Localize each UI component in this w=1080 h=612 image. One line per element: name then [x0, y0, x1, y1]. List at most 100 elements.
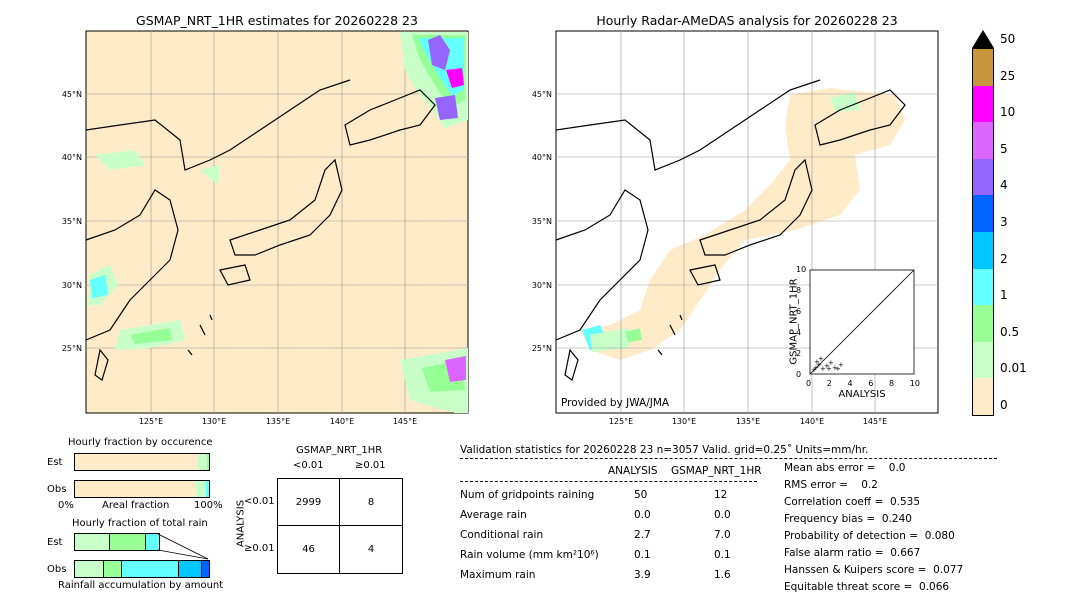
- occurrence-axis-right: 100%: [194, 500, 223, 511]
- svg-text:35°N: 35°N: [532, 217, 552, 226]
- contingency-col-1: <0.01: [293, 460, 324, 471]
- colorbar-block: [973, 341, 993, 379]
- validation-score: RMS error = 0.2: [784, 479, 878, 491]
- radar-coverage: [580, 88, 905, 360]
- validation-col-dashline: [460, 481, 757, 482]
- svg-text:45°N: 45°N: [532, 90, 552, 99]
- colorbar-block: [973, 268, 993, 306]
- contingency-grid: 2999 8 46 4: [277, 478, 403, 574]
- validation-row-gsmap: 12: [714, 489, 728, 501]
- colorbar-label: 10: [1000, 105, 1016, 120]
- right-lat-labels: 45°N 40°N 35°N 30°N 25°N: [532, 90, 552, 353]
- rain-row-est: Est: [47, 537, 63, 548]
- validation-row-gsmap: 1.6: [714, 569, 731, 581]
- cell-hit-none: 2999: [278, 479, 340, 526]
- validation-col-gsmap: GSMAP_NRT_1HR: [671, 465, 762, 477]
- svg-text:125°E: 125°E: [609, 417, 633, 426]
- svg-text:+: +: [814, 358, 820, 366]
- colorbar-label: 25: [1000, 68, 1016, 83]
- svg-text:25°N: 25°N: [532, 344, 552, 353]
- svg-text:130°E: 130°E: [202, 417, 226, 426]
- validation-row-gsmap: 0.1: [714, 549, 731, 561]
- validation-header: Validation statistics for 20260228 23 n=…: [460, 444, 869, 456]
- validation-row-analysis: 0.0: [634, 509, 651, 521]
- rain-bar-est: [74, 533, 160, 551]
- rain-fraction-title: Hourly fraction of total rain: [72, 518, 208, 529]
- inset-xlabel: ANALYSIS: [838, 389, 886, 400]
- colorbar-label: 3: [1000, 215, 1008, 229]
- svg-text:125°E: 125°E: [139, 417, 163, 426]
- validation-row-analysis: 0.1: [634, 549, 651, 561]
- validation-score: Correlation coeff = 0.535: [784, 496, 920, 508]
- svg-text:+: +: [828, 359, 834, 367]
- colorbar-block: [973, 49, 993, 86]
- validation-row-label: Rain volume (mm km²10⁶): [460, 549, 599, 561]
- colorbar: [972, 30, 994, 416]
- validation-row-label: Conditional rain: [460, 529, 544, 541]
- svg-text:135°E: 135°E: [266, 417, 290, 426]
- colorbar-block: [973, 195, 993, 232]
- colorbar-label: 0: [1000, 398, 1008, 412]
- svg-text:+: +: [838, 361, 844, 369]
- validation-score: Equitable threat score = 0.066: [784, 581, 950, 593]
- svg-text:+: +: [811, 366, 817, 374]
- colorbar-block: [973, 122, 993, 159]
- occurrence-axis-left: 0%: [58, 500, 74, 511]
- svg-text:+: +: [824, 362, 830, 370]
- radar-credit: Provided by JWA/JMA: [561, 397, 670, 409]
- validation-row-label: Average rain: [460, 509, 527, 521]
- svg-text:+: +: [820, 365, 826, 373]
- rain-bar-obs: [74, 560, 210, 578]
- cell-hit: 4: [367, 544, 375, 555]
- rain-axis-caption: Rainfall accumulation by amount: [58, 580, 224, 591]
- left-map-title: GSMAP_NRT_1HR estimates for 20260228 23: [136, 13, 418, 28]
- inset-ylabel: GSMAP_NRT_1HR: [788, 278, 800, 365]
- svg-text:145°E: 145°E: [863, 417, 887, 426]
- colorbar-block: [973, 158, 993, 196]
- validation-score: Frequency bias = 0.240: [784, 513, 912, 525]
- validation-score: Mean abs error = 0.0: [784, 462, 906, 474]
- validation-col-analysis: ANALYSIS: [608, 465, 658, 477]
- svg-text:140°E: 140°E: [330, 417, 354, 426]
- left-lon-labels: 125°E 130°E 135°E 140°E 145°E: [139, 417, 417, 426]
- occurrence-row-est: Est: [47, 457, 63, 468]
- validation-row-analysis: 50: [634, 489, 648, 501]
- svg-text:135°E: 135°E: [736, 417, 760, 426]
- validation-score: False alarm ratio = 0.667: [784, 547, 921, 559]
- rain-bar-connector: [158, 533, 209, 560]
- colorbar-block: [973, 305, 993, 342]
- colorbar-block: [973, 231, 993, 269]
- inset-scatter: +++ +++ +++ ++ +: [809, 269, 915, 375]
- colorbar-label: 1: [1000, 288, 1008, 303]
- colorbar-label: 4: [1000, 178, 1008, 193]
- svg-text:25°N: 25°N: [62, 344, 82, 353]
- colorbar-label: 50: [1000, 32, 1016, 46]
- svg-text:130°E: 130°E: [672, 417, 696, 426]
- validation-row-label: Maximum rain: [460, 569, 536, 581]
- validation-row-gsmap: 7.0: [714, 529, 731, 541]
- occurrence-row-obs: Obs: [47, 484, 67, 495]
- svg-text:40°N: 40°N: [62, 153, 82, 162]
- validation-score: Probability of detection = 0.080: [784, 530, 955, 542]
- colorbar-label: 5: [1000, 141, 1008, 156]
- left-coastlines: [85, 79, 436, 381]
- contingency-row-1: <0.01: [244, 496, 275, 507]
- svg-text:30°N: 30°N: [62, 281, 82, 290]
- validation-dashline: [460, 458, 997, 459]
- right-lon-labels: 125°E 130°E 135°E 140°E 145°E: [609, 417, 887, 426]
- rain-row-obs: Obs: [47, 564, 67, 575]
- occurrence-title: Hourly fraction by occurence: [68, 437, 213, 448]
- colorbar-block: [973, 378, 993, 415]
- right-map: 45°N 40°N 35°N 30°N 25°N 125°E 130°E 135°E 14…: [532, 30, 939, 426]
- svg-text:+: +: [818, 355, 824, 363]
- right-map-title: Hourly Radar-AMeDAS analysis for 2026022…: [596, 13, 898, 28]
- left-map: 45°N 40°N 35°N 30°N 25°N 125°E 130°E 135°E 14…: [62, 30, 469, 426]
- contingency-title: GSMAP_NRT_1HR: [296, 445, 383, 456]
- colorbar-label: 0.5: [1000, 324, 1020, 339]
- colorbar-block: [973, 85, 993, 123]
- right-coastlines: [555, 79, 906, 381]
- svg-text:+: +: [816, 361, 822, 369]
- colorbar-label: 0.01: [1000, 361, 1027, 376]
